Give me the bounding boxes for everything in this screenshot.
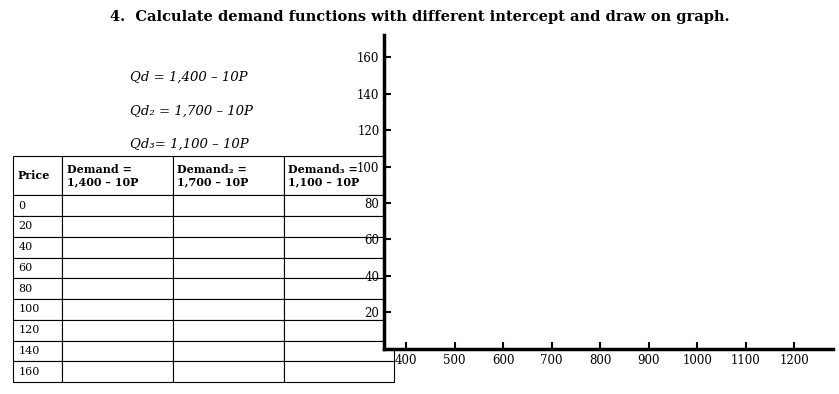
Text: 60: 60 [18, 263, 33, 273]
Bar [173, 237, 284, 258]
Bar [173, 320, 284, 341]
Text: 0: 0 [18, 201, 25, 211]
Bar [62, 320, 173, 341]
Bar [284, 156, 394, 195]
Text: Qd = 1,400 – 10P: Qd = 1,400 – 10P [130, 71, 248, 84]
Bar [13, 278, 62, 299]
Bar [62, 361, 173, 382]
Text: 40: 40 [18, 242, 33, 252]
Text: Demand₂ =
1,700 – 10P: Demand₂ = 1,700 – 10P [178, 164, 249, 188]
Bar [62, 237, 173, 258]
Bar [173, 278, 284, 299]
Bar [284, 341, 394, 361]
Text: Qd₃= 1,100 – 10P: Qd₃= 1,100 – 10P [130, 138, 248, 151]
Bar [173, 299, 284, 320]
Bar [62, 278, 173, 299]
Bar [13, 299, 62, 320]
Text: 20: 20 [18, 221, 33, 231]
Bar [284, 195, 394, 216]
Bar [62, 258, 173, 278]
Text: 4.  Calculate demand functions with different intercept and draw on graph.: 4. Calculate demand functions with diffe… [110, 10, 729, 24]
Bar [13, 156, 62, 195]
Bar [13, 237, 62, 258]
Bar [284, 320, 394, 341]
Bar [284, 216, 394, 237]
Bar [62, 341, 173, 361]
Text: Qd₂ = 1,700 – 10P: Qd₂ = 1,700 – 10P [130, 104, 253, 117]
Bar [173, 341, 284, 361]
Bar [13, 258, 62, 278]
Bar [284, 361, 394, 382]
Text: 100: 100 [18, 305, 39, 314]
Bar [13, 320, 62, 341]
Bar [62, 299, 173, 320]
Text: Price: Price [17, 170, 50, 181]
Text: 160: 160 [18, 367, 39, 377]
Text: 120: 120 [18, 325, 39, 335]
Bar [13, 361, 62, 382]
Bar [284, 278, 394, 299]
Bar [173, 195, 284, 216]
Bar [284, 299, 394, 320]
Bar [173, 361, 284, 382]
Bar [284, 258, 394, 278]
Bar [173, 156, 284, 195]
Bar [284, 237, 394, 258]
Bar [62, 216, 173, 237]
Text: Demand₃ =
1,100 – 10P: Demand₃ = 1,100 – 10P [289, 164, 359, 188]
Bar [13, 341, 62, 361]
Text: Demand =
1,400 – 10P: Demand = 1,400 – 10P [67, 164, 138, 188]
Text: 140: 140 [18, 346, 39, 356]
Text: 80: 80 [18, 284, 33, 294]
Bar [62, 156, 173, 195]
Bar [13, 195, 62, 216]
Bar [13, 216, 62, 237]
Bar [173, 258, 284, 278]
Bar [62, 195, 173, 216]
Bar [173, 216, 284, 237]
